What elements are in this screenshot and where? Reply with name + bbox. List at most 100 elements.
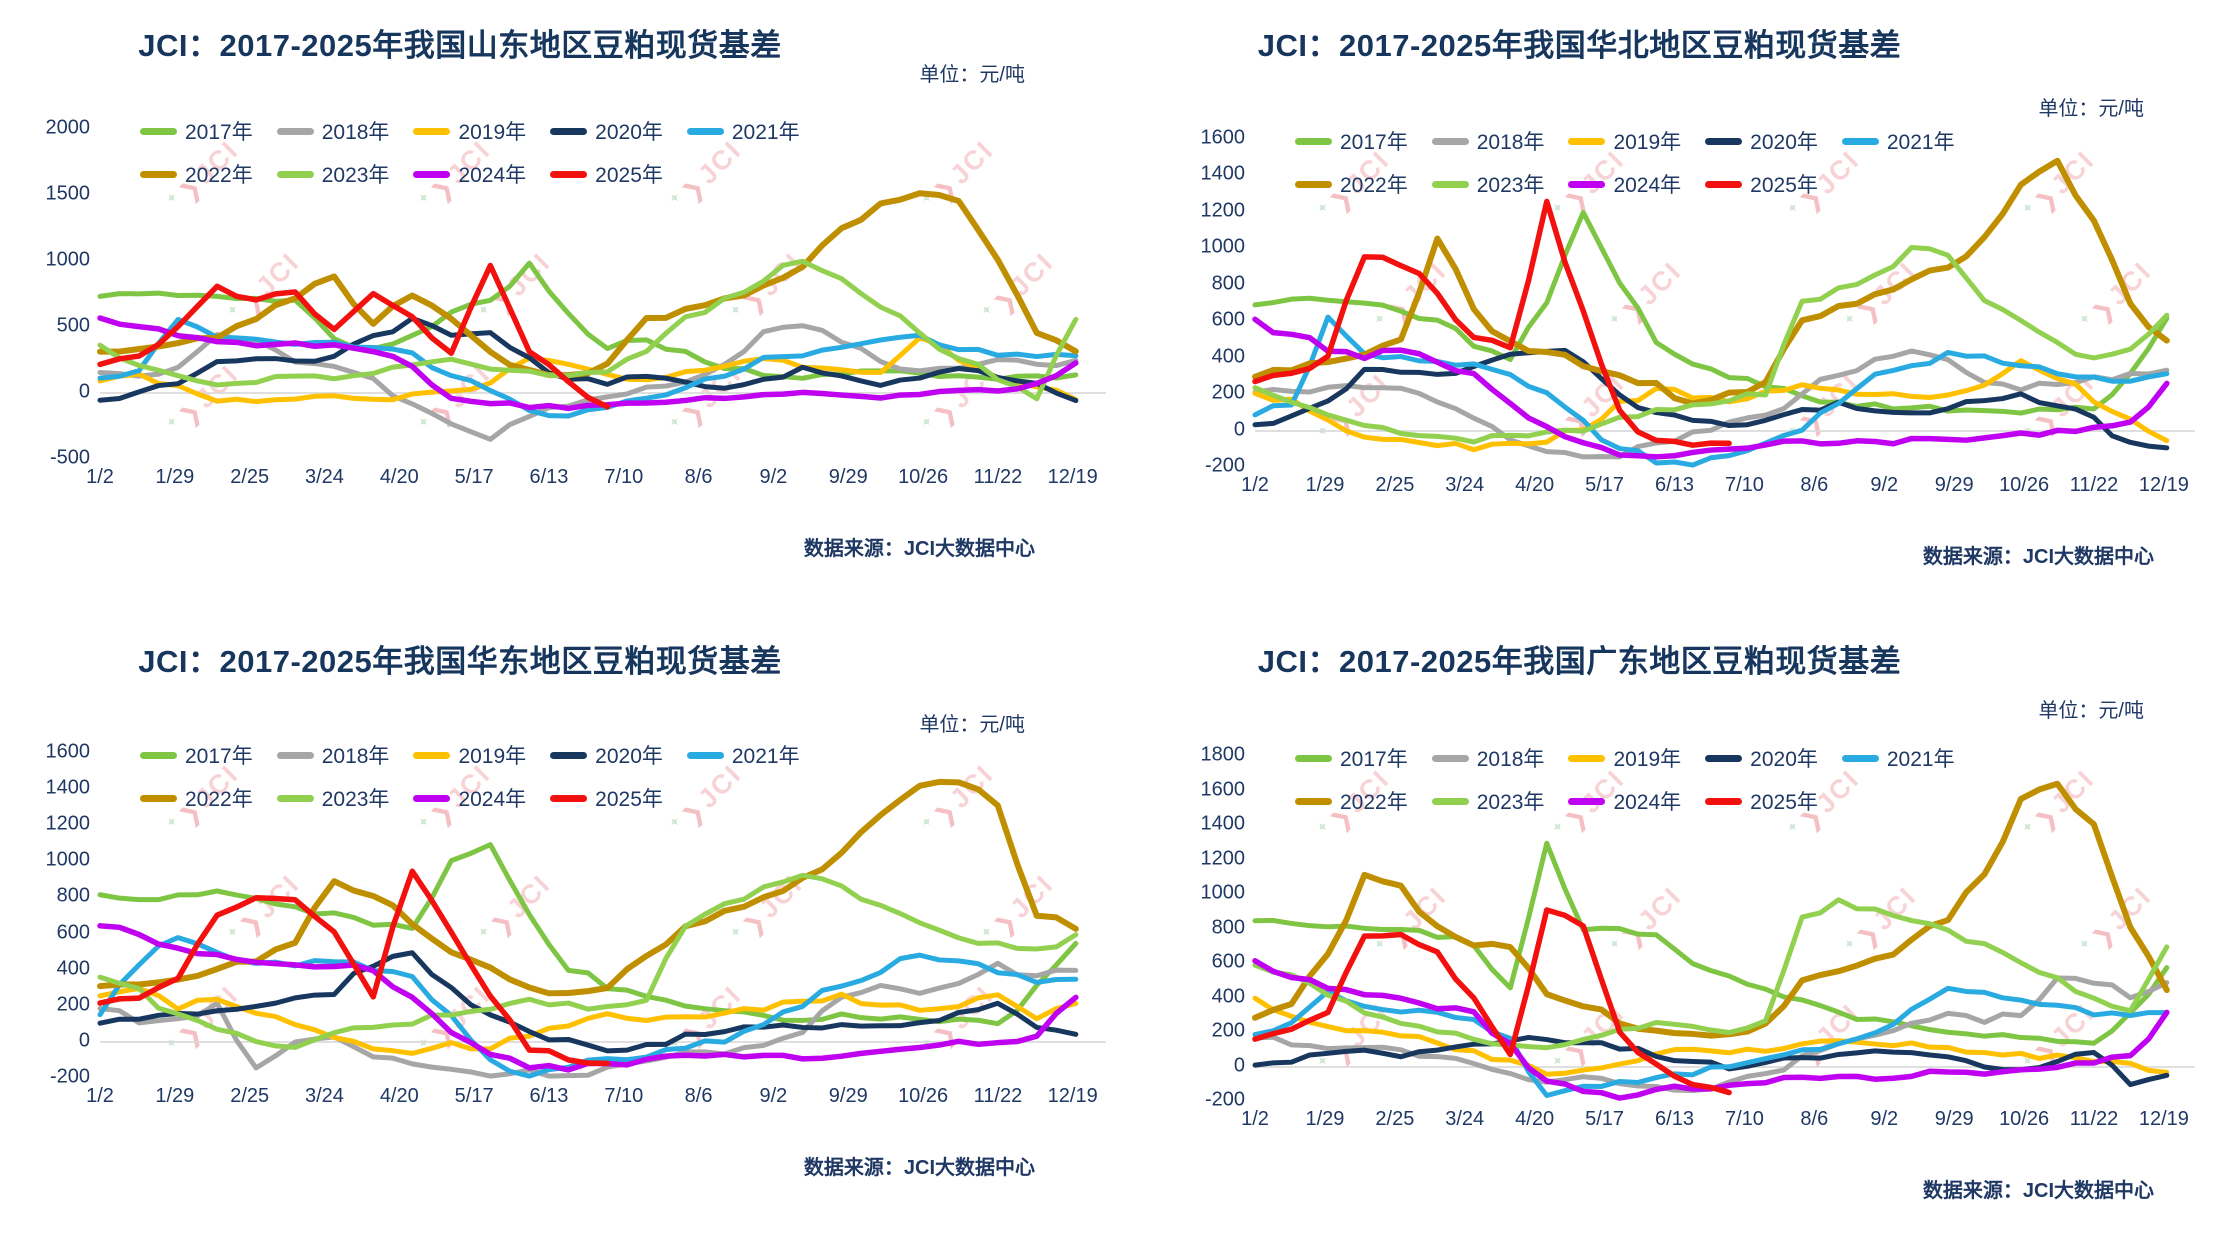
series-line-2020: [100, 953, 1076, 1051]
legend-swatch-icon: [1295, 797, 1332, 805]
legend-item-2021: 2021年: [686, 116, 800, 146]
y-tick-label: 1000: [1200, 235, 1246, 258]
y-tick-label: 400: [1211, 345, 1245, 368]
x-tick-label: 10/26: [1999, 474, 2050, 496]
plot-area: ✦❯JCI ✦❯JCI ✦❯JCI ✦❯JCI ✦❯JCI ✦❯JCI ✦❯JCI ✦❯JCI…: [46, 117, 1106, 488]
legend-item-2021: 2021年: [1841, 743, 1955, 773]
y-tick-label: 1400: [1200, 162, 1246, 185]
chart-title: JCI：2017-2025年我国华东地区豆粕现货基差: [138, 644, 782, 679]
x-tick-label: 2/25: [230, 466, 270, 488]
source-label: 数据来源：JCI大数据中心: [803, 1157, 1035, 1179]
y-axis-ticks: 1600 1400 1200 1000 800 600 400 200 0 -200: [20, 741, 91, 1088]
y-tick-label: 0: [1233, 1054, 1245, 1076]
legend-label: 2023年: [1476, 791, 1545, 814]
y-tick-label: 1600: [1200, 778, 1246, 800]
x-tick-label: 6/13: [529, 1085, 569, 1107]
series-line-2017: [100, 845, 1076, 1024]
legend-label: 2024年: [458, 788, 527, 811]
legend-item-2023: 2023年: [1431, 786, 1545, 816]
legend-label: 2021年: [731, 121, 800, 144]
legend-item-2020: 2020年: [550, 740, 663, 770]
legend-swatch-icon: [550, 170, 588, 178]
legend-label: 2017年: [1340, 748, 1408, 771]
source-label: 数据来源：JCI大数据中心: [803, 538, 1035, 560]
y-tick-label: 0: [1233, 418, 1245, 441]
y-tick-label: 200: [56, 993, 90, 1016]
legend-label: 2020年: [595, 745, 663, 768]
legend-item-2019: 2019年: [413, 740, 526, 770]
x-tick-label: 8/6: [684, 466, 713, 488]
x-tick-label: 7/10: [604, 466, 644, 488]
legend-swatch-icon: [140, 127, 177, 135]
y-tick-label: -200: [1204, 1088, 1245, 1111]
legend-item-2025: 2025年: [1705, 786, 1818, 816]
legend-item-2019: 2019年: [413, 116, 526, 146]
legend-label: 2023年: [321, 788, 390, 811]
legend-swatch-icon: [1431, 180, 1469, 188]
chart-title: JCI：2017-2025年我国广东地区豆粕现货基差: [1257, 644, 1902, 679]
legend-swatch-icon: [413, 751, 451, 759]
series-line-2024: [100, 926, 1076, 1070]
y-tick-label: 0: [78, 380, 90, 403]
chart-title: JCI：2017-2025年我国山东地区豆粕现货基差: [138, 28, 782, 63]
legend-swatch-icon: [276, 751, 314, 759]
x-axis-ticks: 1/2 1/29 2/25 3/24 4/20 5/17 6/13 7/10 8/6 9/2 9/2…: [86, 1085, 1106, 1119]
x-tick-label: 6/13: [529, 466, 569, 488]
legend-label: 2021年: [1886, 748, 1955, 771]
x-axis-ticks: 1/2 1/29 2/25 3/24 4/20 5/17 6/13 7/10 8/6 9/2 9/2…: [1241, 474, 2195, 508]
legend-label: 2024年: [1613, 791, 1682, 814]
legend-swatch-icon: [1295, 137, 1332, 145]
x-tick-label: 7/10: [1724, 1108, 1764, 1130]
legend-label: 2024年: [1613, 174, 1682, 197]
x-tick-label: 2/25: [1375, 474, 1415, 496]
legend-row: 2022年 2023年 2024年 2025年: [1295, 786, 1979, 816]
x-tick-label: 12/19: [1047, 1085, 1098, 1107]
legend-label: 2022年: [185, 164, 253, 187]
series-line-2020: [1255, 350, 2167, 447]
y-tick-label: -200: [49, 1065, 90, 1088]
x-tick-label: 1/29: [1305, 474, 1345, 496]
y-tick-label: 0: [78, 1029, 90, 1052]
x-tick-label: 6/13: [1655, 474, 1694, 496]
legend-item-2022: 2022年: [1295, 786, 1408, 816]
series-lines: [100, 752, 1106, 1077]
unit-label: 单位：元/吨: [919, 714, 1025, 736]
legend-swatch-icon: [1431, 797, 1469, 805]
legend-swatch-icon: [140, 170, 177, 178]
legend-row: 2022年 2023年 2024年 2025年: [140, 783, 824, 813]
y-tick-label: 1000: [1200, 881, 1246, 904]
legend-label: 2020年: [1750, 131, 1818, 154]
unit-label: 单位：元/吨: [2038, 700, 2144, 722]
legend-swatch-icon: [413, 794, 451, 802]
x-tick-label: 3/24: [1445, 1108, 1485, 1130]
zero-gridline: [100, 392, 1106, 394]
x-tick-label: 11/22: [2069, 474, 2119, 496]
source-label: 数据来源：JCI大数据中心: [1922, 546, 2154, 568]
y-tick-label: 1600: [45, 740, 91, 763]
y-tick-label: 2000: [45, 116, 91, 139]
legend-item-2018: 2018年: [1431, 126, 1544, 156]
series-line-2019: [100, 338, 1076, 402]
x-tick-label: 7/10: [604, 1085, 644, 1107]
legend-label: 2021年: [1886, 131, 1955, 154]
legend-swatch-icon: [550, 794, 588, 802]
legend-label: 2022年: [1340, 174, 1408, 197]
x-tick-label: 9/29: [828, 1085, 868, 1107]
x-tick-label: 11/22: [973, 466, 1023, 488]
y-tick-label: 400: [56, 957, 90, 980]
legend-item-2020: 2020年: [1705, 743, 1818, 773]
x-tick-label: 9/2: [759, 466, 788, 488]
series-line-2022: [1255, 784, 2167, 1036]
x-tick-label: 5/17: [1585, 474, 1625, 496]
series-line-2024: [100, 318, 1076, 408]
y-tick-label: 800: [1211, 272, 1245, 295]
legend-item-2018: 2018年: [276, 740, 389, 770]
x-axis-ticks: 1/2 1/29 2/25 3/24 4/20 5/17 6/13 7/10 8/6 9/2 9/2…: [1241, 1108, 2195, 1142]
y-tick-label: 1000: [45, 248, 91, 271]
legend-swatch-icon: [140, 751, 177, 759]
x-tick-label: 3/24: [304, 1085, 344, 1107]
series-lines: [1255, 138, 2195, 466]
legend-label: 2019年: [458, 121, 527, 144]
legend-item-2021: 2021年: [1841, 126, 1955, 156]
zero-gridline: [1255, 429, 2195, 432]
